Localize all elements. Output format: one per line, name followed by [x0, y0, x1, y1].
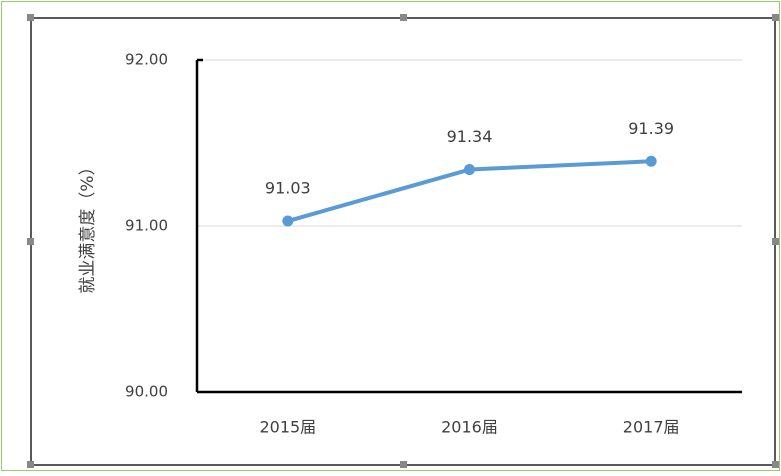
- x-tick-label: 2016届: [441, 418, 498, 437]
- y-tick-label: 90.00: [125, 383, 168, 401]
- point: [464, 164, 475, 176]
- y-tick-label: 91.00: [125, 217, 168, 235]
- x-tick-label: 2017届: [623, 418, 680, 437]
- data-label: 91.39: [628, 119, 674, 138]
- y-tick-label: 92.00: [125, 51, 168, 69]
- y-axis-label: 就业满意度（%）: [78, 158, 98, 293]
- data-label: 91.34: [447, 127, 493, 146]
- point: [645, 155, 657, 167]
- data-label: 91.03: [265, 179, 311, 198]
- point: [282, 215, 294, 227]
- x-tick-label: 2015届: [259, 418, 316, 437]
- selection-handles: [27, 14, 779, 468]
